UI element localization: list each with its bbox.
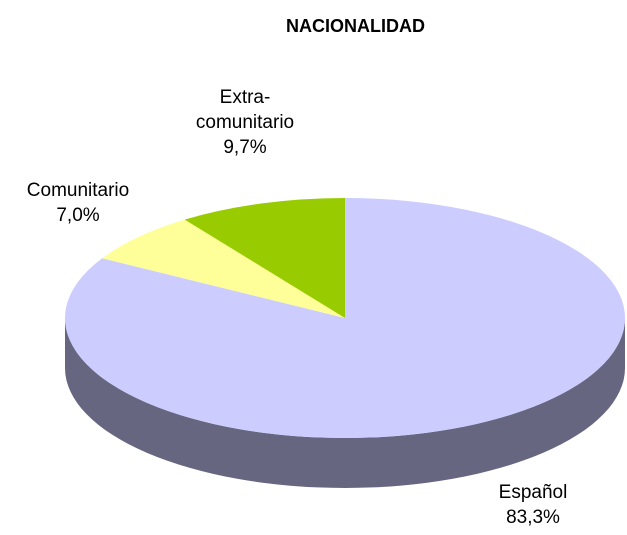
slice-category: Comunitario bbox=[26, 180, 130, 201]
slice-value-label: 9,7% bbox=[223, 137, 267, 158]
slice-value-label: 83,3% bbox=[506, 507, 560, 528]
slice-label: Comunitario 7,0% bbox=[13, 178, 143, 228]
pie-side bbox=[65, 318, 625, 488]
pie-slice bbox=[184, 198, 345, 318]
slice-label: Extra-comunitario 9,7% bbox=[180, 85, 310, 160]
slice-label: Español 83,3% bbox=[468, 480, 598, 530]
chart-title: NACIONALIDAD bbox=[286, 16, 425, 36]
slice-category: Español bbox=[498, 482, 568, 503]
slice-value-label: 7,0% bbox=[56, 205, 100, 226]
pie-slice bbox=[102, 219, 345, 318]
pie-slice bbox=[64, 198, 625, 438]
slice-category: Extra-comunitario bbox=[195, 87, 295, 133]
